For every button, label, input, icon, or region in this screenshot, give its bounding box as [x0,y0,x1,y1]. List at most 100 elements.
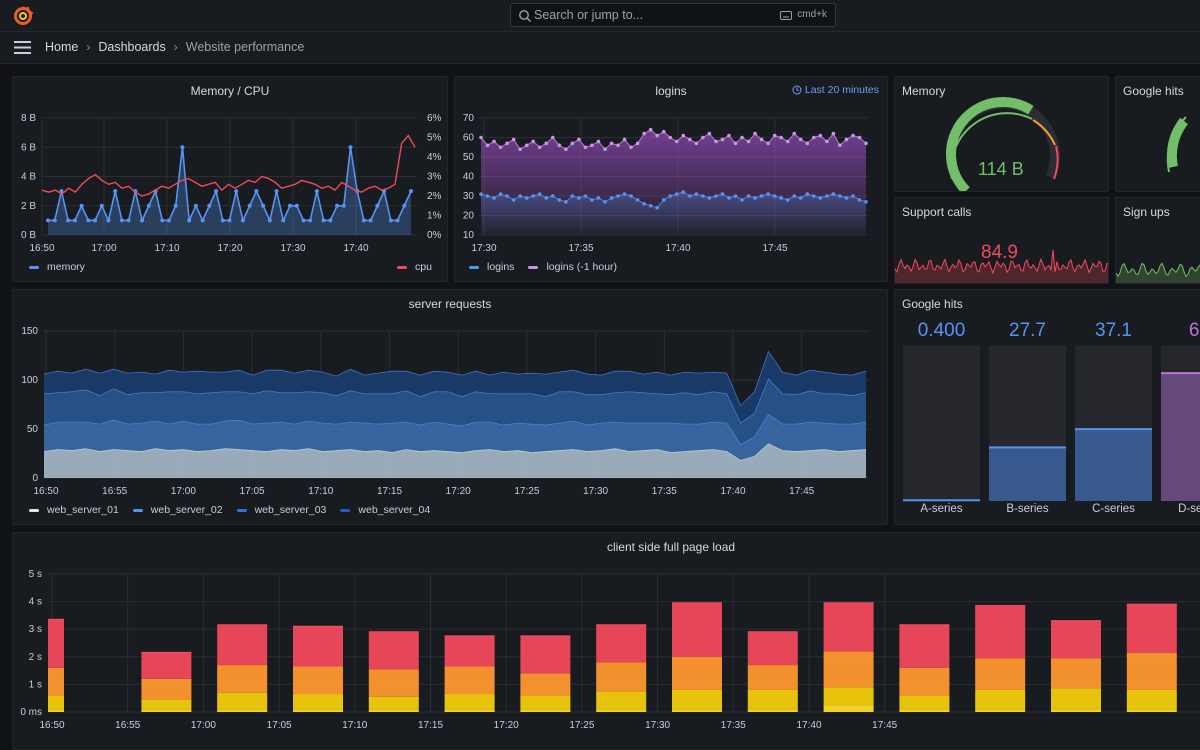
bar-label: B-series [1006,503,1049,515]
legend-item-web-server-03[interactable]: web_server_03 [236,504,326,516]
memory-point [281,218,286,223]
legend-item-web-server-04[interactable]: web_server_04 [340,504,430,516]
y-tick-label: 3% [427,172,442,183]
legend-item-memory[interactable]: memory [29,261,85,273]
series-point [498,145,503,150]
panel-google-hits-gauge[interactable]: Google hits [1115,76,1200,192]
bar-segment [217,692,268,710]
series-point [511,137,516,142]
bar-segment [368,709,419,712]
legend: logins logins (-1 hour) [469,261,617,273]
memory-point [254,189,259,194]
series-point [772,133,777,138]
x-tick-label: 17:30 [280,243,305,254]
legend-item-cpu[interactable]: cpu [397,261,432,273]
bar-segment [1051,620,1101,659]
breadcrumb-dashboards[interactable]: Dashboards [98,40,166,54]
y-tick-label: 0% [427,230,442,241]
panel-sign-ups[interactable]: Sign ups [1115,197,1200,284]
memory-point [267,218,272,223]
memory-point [187,218,192,223]
panel-title: logins [655,84,687,98]
bar-segment [141,709,192,712]
series-point [798,196,803,200]
breadcrumb-home[interactable]: Home [45,40,79,54]
series-point [544,196,549,200]
search-placeholder: Search or jump to... [534,8,644,22]
legend-item-web-server-02[interactable]: web_server_02 [132,504,223,516]
memory-point [314,189,319,194]
gauge-value: 114 B [978,159,1024,179]
memory-point [200,218,205,223]
time-range-label: Last 20 minutes [804,84,879,96]
series-point [701,194,705,198]
time-range-badge[interactable]: Last 20 minutes [792,84,879,96]
bar-label: C-series [1092,503,1135,515]
x-tick-label: 17:45 [872,720,897,731]
bar-label: D-series [1178,503,1200,515]
panel-support-calls[interactable]: Support calls 84.9 [894,197,1109,284]
x-tick-label: 17:35 [568,243,593,254]
keyboard-icon [780,11,792,20]
series-point [707,131,712,136]
bar-segment [823,705,874,712]
bar-segment [1126,689,1177,710]
series-point [505,141,509,146]
memory-point [106,218,111,223]
memory-point [99,203,104,208]
bar-fill [1161,373,1200,501]
panel-title: client side full page load [606,540,736,554]
bar-segment [368,696,419,710]
bar-segment [293,666,343,695]
x-tick-label: 17:15 [418,720,443,731]
series-point [733,194,738,198]
y-tick-label: 2 s [29,652,42,663]
x-tick-label: 17:40 [796,720,821,731]
search-box[interactable]: Search or jump to... cmd+k [510,3,836,27]
series-point [720,192,725,196]
panel-server-requests[interactable]: server requests 150 100 50 0 16:50 16:55 17:00… [12,289,888,525]
series-point [727,133,731,138]
series-point [851,133,855,138]
memory-point [193,203,198,208]
panel-memory-cpu[interactable]: Memory / CPU 8 B 6 B 4 B 2 B 0 B 6% 5% 4% 3% 2% 1%… [12,76,448,282]
panel-memory-gauge[interactable]: Memory 114 B [894,76,1109,192]
series-point [537,145,542,150]
bar-segment [747,631,798,666]
legend-item-logins[interactable]: logins [469,261,514,273]
breadcrumb: Home › Dashboards › Website performance [45,40,304,54]
logins-chart: 70 60 50 40 30 20 10 17:30 17:35 17:40 17:45 [463,113,868,254]
bar-segment [141,699,192,710]
memory-point [274,189,279,194]
y-tick-label: 3 s [29,624,42,635]
series-point [479,135,483,140]
hamburger-menu-icon[interactable] [14,41,31,54]
bar-segment [293,694,343,710]
bar-segment [520,709,571,712]
memory-point [160,218,165,223]
legend-label: web_server_02 [150,504,223,516]
series-point [857,135,862,140]
memory-point [214,189,219,194]
panel-logins[interactable]: logins Last 20 minutes 70 60 50 40 30 20 10 17:… [454,76,888,282]
series-point [635,198,640,202]
series-point [498,192,503,196]
bar-segment [444,666,495,695]
panel-google-hits-bars[interactable]: Google hits 0.400 A-series 27.7 B-series 37.… [894,289,1200,525]
bar-segment [596,662,647,692]
grafana-logo-icon[interactable] [13,6,33,26]
legend-item-logins-prev[interactable]: logins (-1 hour) [528,261,617,273]
series-point [746,139,751,144]
series-point [857,198,862,202]
series-point [648,127,653,132]
y-tick-label: 30 [463,191,475,202]
memory-point [261,203,266,208]
y-tick-label: 4 s [29,597,42,608]
legend-item-web-server-01[interactable]: web_server_01 [29,504,119,516]
bar-segment [672,656,722,690]
series-point [485,143,490,148]
panel-page-load[interactable]: client side full page load 5 s 4 s 3 s 2 s 1… [12,532,1200,750]
series-point [688,194,692,198]
bar-segment [1051,709,1101,712]
x-tick-label: 17:30 [583,486,608,497]
